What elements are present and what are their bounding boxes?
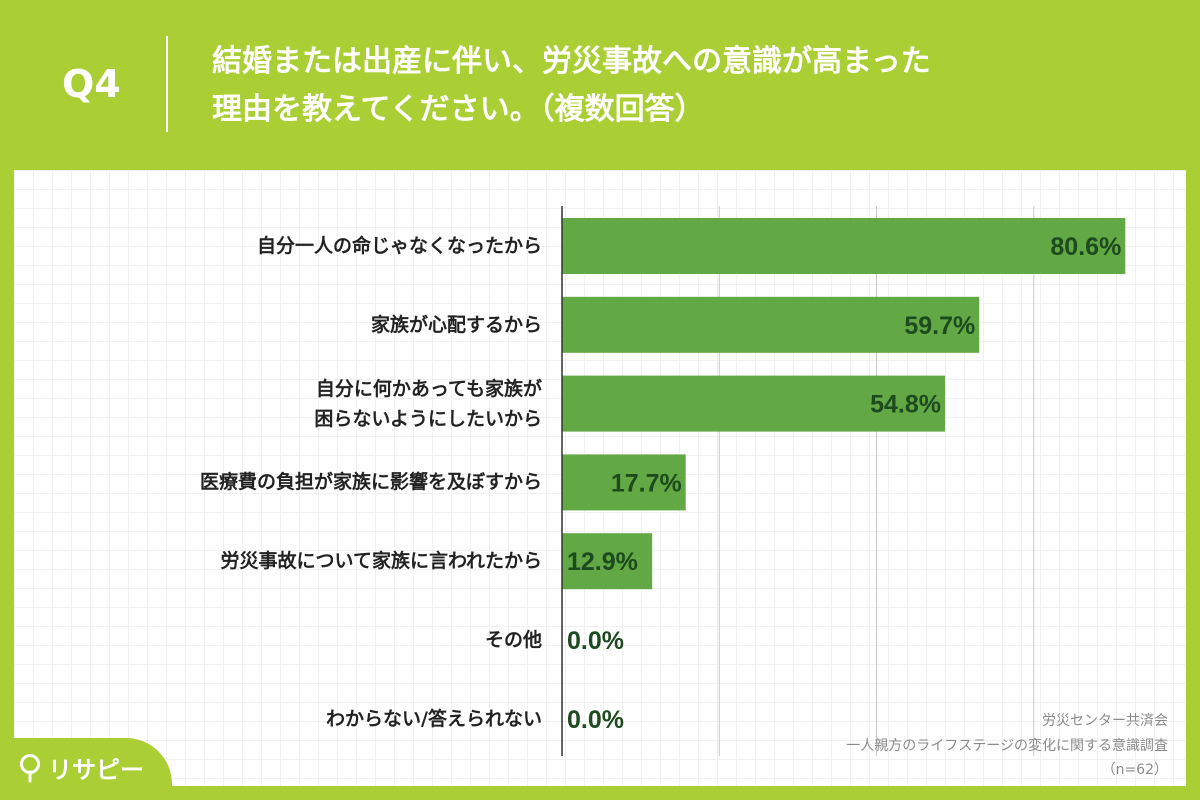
brand-logo: リサピー bbox=[18, 750, 144, 785]
bar-5 bbox=[562, 533, 653, 590]
category-label-3: 自分に何かあっても家族が 困らないようにしたいから bbox=[314, 374, 542, 434]
category-label-line: 困らないようにしたいから bbox=[314, 407, 542, 430]
question-title-line-2: 理由を教えてください。（複数回答） bbox=[212, 92, 705, 127]
category-label-line: 自分に何かあっても家族が bbox=[315, 377, 542, 400]
bar-3 bbox=[562, 375, 945, 432]
bar-1 bbox=[562, 218, 1126, 274]
sample-size: （n=62） bbox=[1101, 762, 1168, 778]
bar-4 bbox=[562, 454, 686, 511]
data-label-2: 59.7% bbox=[904, 312, 975, 340]
question-title-line-1: 結婚または出産に伴い、労災事故への意識が高まった bbox=[212, 44, 931, 79]
category-label-line: 労災事故について家族に言われたから bbox=[220, 550, 542, 573]
logo-tab bbox=[0, 738, 172, 800]
data-label-7: 0.0% bbox=[567, 706, 624, 734]
data-label-6: 0.0% bbox=[567, 627, 624, 655]
category-label-line: 医療費の負担が家族に影響を及ぼすから bbox=[199, 471, 542, 494]
data-label-1: 80.6% bbox=[1050, 233, 1121, 261]
category-label-7: わからない/答えられない bbox=[326, 704, 542, 734]
bar-2 bbox=[562, 296, 980, 353]
question-number: Q4 bbox=[62, 62, 121, 106]
source-org: 労災センター共済会 bbox=[1042, 713, 1168, 729]
pin-icon bbox=[20, 753, 40, 782]
category-label-1: 自分一人の命じゃなくなったから bbox=[257, 231, 542, 261]
source-survey: 一人親方のライフステージの変化に関する意識調査 bbox=[846, 738, 1168, 754]
question-title: 結婚または出産に伴い、労災事故への意識が高まった 理由を教えてください。（複数回… bbox=[212, 38, 931, 134]
category-label-line: わからない/答えられない bbox=[326, 707, 542, 730]
category-label-line: 自分一人の命じゃなくなったから bbox=[256, 235, 542, 257]
data-label-5: 12.9% bbox=[567, 548, 638, 576]
category-label-line: 家族が心配するから bbox=[370, 313, 542, 336]
category-label-2: 家族が心配するから bbox=[371, 310, 542, 340]
data-label-4: 17.7% bbox=[611, 469, 682, 497]
category-label-6: その他 bbox=[485, 625, 542, 655]
data-label-3: 54.8% bbox=[870, 391, 941, 419]
category-label-5: 労災事故について家族に言われたから bbox=[221, 546, 542, 576]
category-label-line: その他 bbox=[484, 629, 542, 651]
header-divider bbox=[166, 36, 168, 132]
category-label-4: 医療費の負担が家族に影響を及ぼすから bbox=[200, 467, 542, 497]
logo-text: リサピー bbox=[48, 756, 144, 784]
